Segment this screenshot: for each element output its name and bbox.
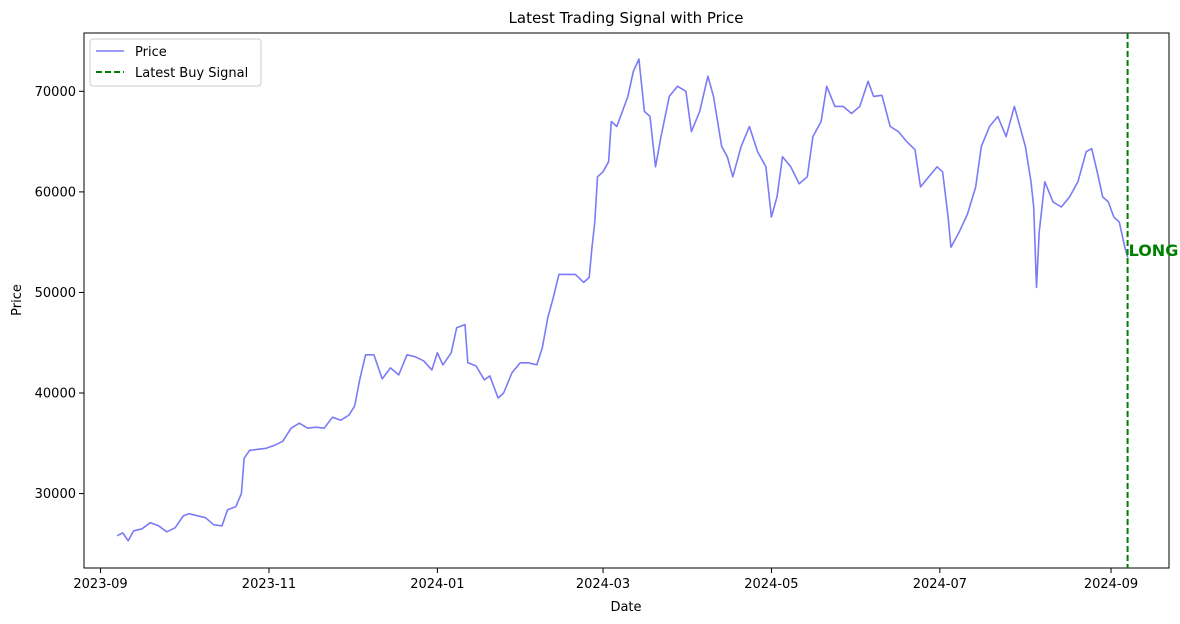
y-tick-label: 50000 <box>35 286 76 301</box>
legend: Price Latest Buy Signal <box>89 38 262 87</box>
x-tick-label: 2024-01 <box>410 577 464 592</box>
x-tick-label: 2023-11 <box>242 577 296 592</box>
series-line-price <box>116 58 1129 542</box>
y-tick-label: 70000 <box>35 85 76 100</box>
x-axis: 2023-09 2023-11 2024-01 2024-03 2024-05 2024-… <box>73 568 1138 592</box>
chart-title: Latest Trading Signal with Price <box>509 9 744 27</box>
x-tick-label: 2023-09 <box>73 577 127 592</box>
y-axis: 30000 40000 50000 60000 70000 <box>35 85 84 502</box>
signal-annotation: LONG <box>1129 241 1179 260</box>
x-axis-label: Date <box>610 600 641 615</box>
y-tick-label: 40000 <box>35 387 76 402</box>
legend-box <box>89 38 262 87</box>
y-axis-label: Price <box>10 284 25 316</box>
y-tick-label: 60000 <box>35 185 76 200</box>
legend-label-signal: Latest Buy Signal <box>135 66 248 81</box>
x-tick-label: 2024-05 <box>744 577 798 592</box>
y-tick-label: 30000 <box>35 487 76 502</box>
plot-frame <box>83 32 1170 569</box>
x-tick-label: 2024-09 <box>1084 577 1138 592</box>
legend-label-price: Price <box>135 45 167 60</box>
x-tick-label: 2024-03 <box>576 577 630 592</box>
x-tick-label: 2024-07 <box>913 577 967 592</box>
